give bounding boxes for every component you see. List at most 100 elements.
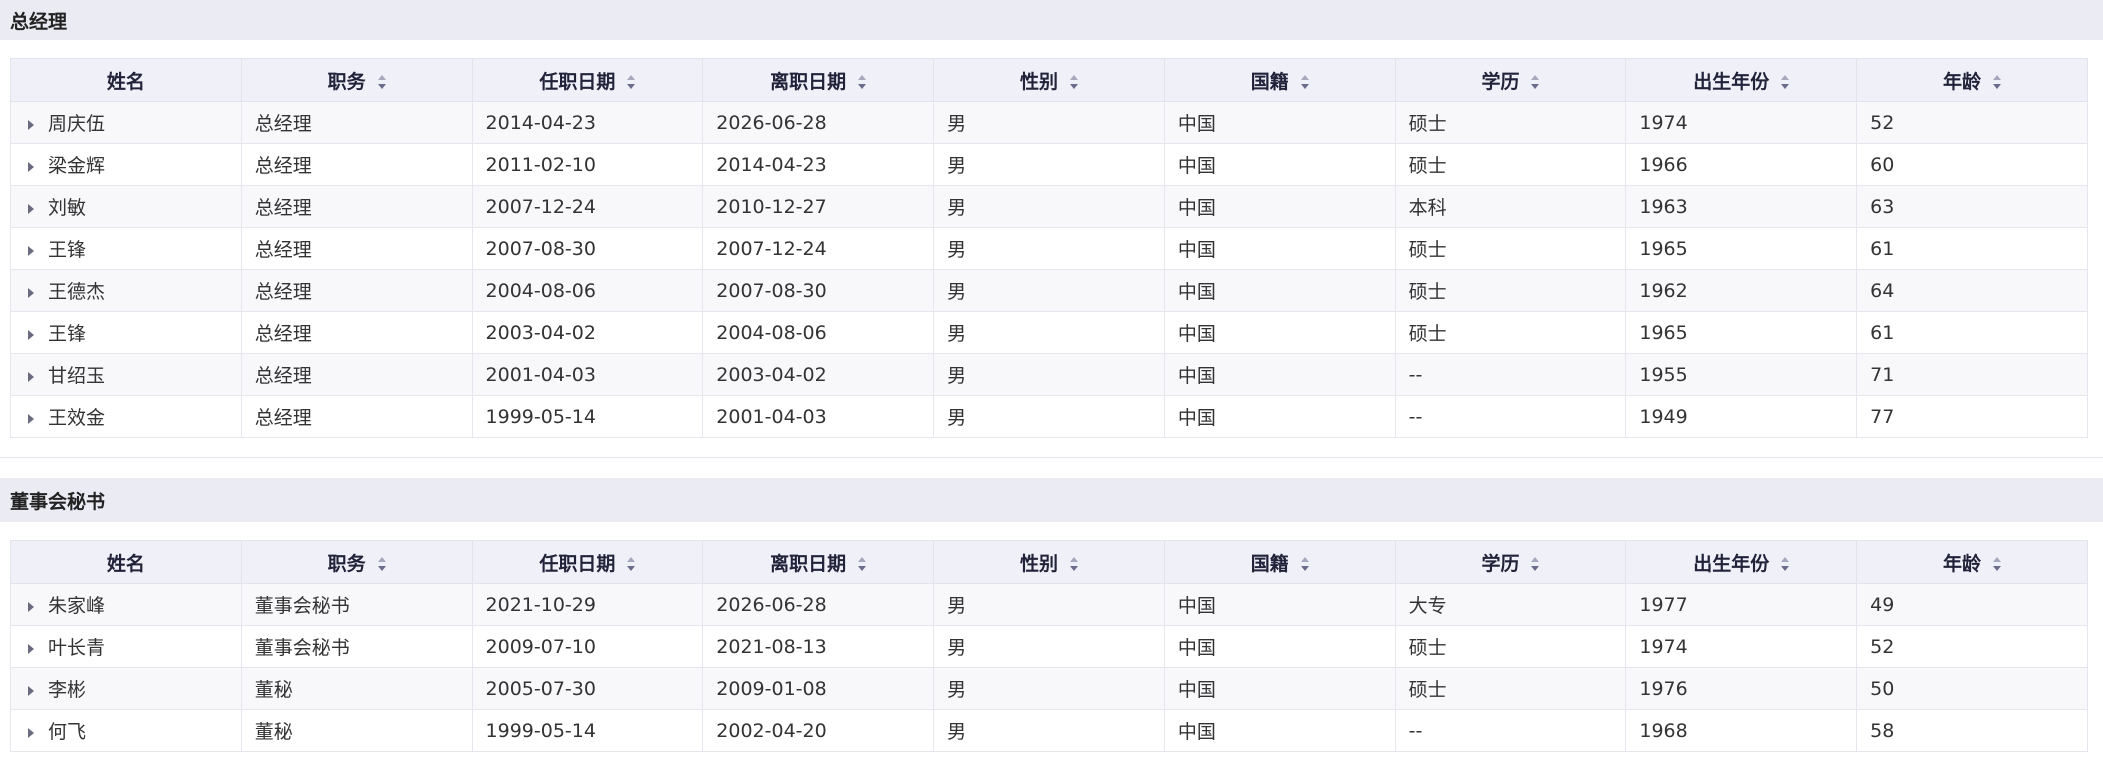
cell-value: -- [1408, 363, 1423, 386]
expand-caret-icon[interactable] [28, 643, 34, 654]
table-cell: 50 [1856, 667, 2088, 710]
sort-icon[interactable] [1069, 74, 1078, 90]
table-row: 朱家峰 董事会秘书 2021-10-29 2026-06-28 男 中国 大专 1977 49 [10, 583, 2088, 626]
column-header-label: 性别 [1019, 70, 1058, 93]
column-header[interactable]: 学历 [1394, 540, 1627, 584]
column-header-label: 学历 [1481, 552, 1520, 575]
column-header[interactable]: 国籍 [1163, 540, 1396, 584]
table-cell: 2021-08-13 [702, 625, 935, 668]
table-cell: 王锋 [10, 311, 242, 354]
cell-value: 52 [1870, 635, 1895, 658]
expand-caret-icon[interactable] [28, 161, 34, 172]
expand-caret-icon[interactable] [28, 203, 34, 214]
cell-value: 1968 [1639, 719, 1688, 742]
table-cell: 1968 [1625, 709, 1858, 752]
column-header[interactable]: 年龄 [1856, 540, 2088, 584]
cell-value: 硕士 [1408, 239, 1447, 261]
column-header[interactable]: 任职日期 [471, 540, 704, 584]
cell-value: 硕士 [1408, 281, 1447, 303]
cell-value: 总经理 [254, 281, 312, 303]
column-header[interactable]: 离职日期 [702, 540, 935, 584]
expand-caret-icon[interactable] [28, 245, 34, 256]
sort-icon[interactable] [377, 556, 386, 572]
table-cell: 总经理 [240, 227, 473, 270]
table-cell: 男 [933, 667, 1165, 710]
sort-icon[interactable] [1531, 74, 1540, 90]
cell-value: 2021-10-29 [485, 593, 596, 616]
table-cell: 2007-12-24 [702, 227, 935, 270]
table-cell: 中国 [1163, 583, 1396, 626]
column-header[interactable]: 任职日期 [471, 58, 704, 102]
cell-value: 男 [947, 239, 967, 261]
table-cell: 总经理 [240, 311, 473, 354]
column-header[interactable]: 学历 [1394, 58, 1627, 102]
table-row: 王效金 总经理 1999-05-14 2001-04-03 男 中国 -- 1949 77 [10, 395, 2088, 438]
column-header-label: 出生年份 [1693, 552, 1770, 575]
table-row: 周庆伍 总经理 2014-04-23 2026-06-28 男 中国 硕士 1974 52 [10, 101, 2088, 144]
sort-icon[interactable] [1300, 556, 1309, 572]
sort-icon[interactable] [858, 556, 867, 572]
column-header[interactable]: 职务 [240, 540, 473, 584]
expand-caret-icon[interactable] [28, 727, 34, 738]
sort-icon[interactable] [377, 74, 386, 90]
sort-icon[interactable] [1300, 74, 1309, 90]
table-cell: 2003-04-02 [702, 353, 935, 396]
cell-value: 2011-02-10 [485, 153, 596, 176]
cell-value: 王锋 [48, 323, 87, 345]
column-header[interactable]: 性别 [933, 540, 1165, 584]
cell-value: 王锋 [48, 239, 87, 261]
sort-icon[interactable] [627, 556, 636, 572]
table-row: 叶长青 董事会秘书 2009-07-10 2021-08-13 男 中国 硕士 1974 52 [10, 625, 2088, 668]
column-header-label: 国籍 [1250, 552, 1289, 575]
table-cell: 董事会秘书 [240, 625, 473, 668]
cell-value: 64 [1870, 279, 1895, 302]
column-header[interactable]: 职务 [240, 58, 473, 102]
table-cell: 2002-04-20 [702, 709, 935, 752]
table-cell: -- [1394, 709, 1627, 752]
cell-value: 2007-12-24 [485, 195, 596, 218]
sort-icon[interactable] [1781, 556, 1790, 572]
table-cell: 2009-01-08 [702, 667, 935, 710]
expand-caret-icon[interactable] [28, 685, 34, 696]
sort-icon[interactable] [1993, 74, 2002, 90]
column-header[interactable]: 出生年份 [1625, 540, 1858, 584]
expand-caret-icon[interactable] [28, 601, 34, 612]
table-cell: 硕士 [1394, 269, 1627, 312]
sort-icon[interactable] [627, 74, 636, 90]
cell-value: 总经理 [254, 323, 312, 345]
expand-caret-icon[interactable] [28, 329, 34, 340]
cell-value: 硕士 [1408, 113, 1447, 135]
cell-value: 1965 [1639, 321, 1688, 344]
sort-icon[interactable] [858, 74, 867, 90]
sort-icon[interactable] [1069, 556, 1078, 572]
column-header[interactable]: 国籍 [1163, 58, 1396, 102]
table-cell: 52 [1856, 625, 2088, 668]
cell-value: 2003-04-02 [716, 363, 827, 386]
table-cell: 刘敏 [10, 185, 242, 228]
sort-icon[interactable] [1781, 74, 1790, 90]
column-header[interactable]: 出生年份 [1625, 58, 1858, 102]
column-header-label: 职务 [327, 552, 366, 575]
cell-value: 男 [947, 679, 967, 701]
sort-icon[interactable] [1993, 556, 2002, 572]
expand-caret-icon[interactable] [28, 413, 34, 424]
column-header[interactable]: 年龄 [1856, 58, 2088, 102]
divider [0, 457, 2103, 458]
cell-value: 1999-05-14 [485, 405, 596, 428]
cell-value: 1977 [1639, 593, 1688, 616]
column-header-label: 国籍 [1250, 70, 1289, 93]
column-header[interactable]: 性别 [933, 58, 1165, 102]
table-cell: 总经理 [240, 353, 473, 396]
expand-caret-icon[interactable] [28, 119, 34, 130]
table-cell: 男 [933, 625, 1165, 668]
column-header[interactable]: 离职日期 [702, 58, 935, 102]
cell-value: 1963 [1639, 195, 1688, 218]
expand-caret-icon[interactable] [28, 371, 34, 382]
expand-caret-icon[interactable] [28, 287, 34, 298]
table-cell: 本科 [1394, 185, 1627, 228]
table-cell: 71 [1856, 353, 2088, 396]
section-general-manager: 总经理 姓名 职务 任职日期 离职日期 性别 国籍 学历 出生年份 年龄 周庆伍 总经理 2014-0… [0, 0, 2103, 438]
sort-icon[interactable] [1531, 556, 1540, 572]
table-cell: 2026-06-28 [702, 583, 935, 626]
table-row: 何飞 董秘 1999-05-14 2002-04-20 男 中国 -- 1968 58 [10, 709, 2088, 752]
